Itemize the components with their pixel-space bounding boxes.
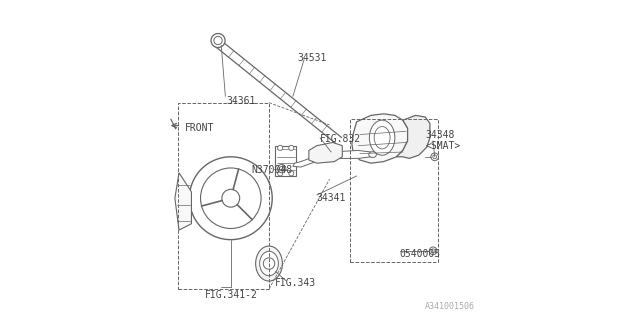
Text: FRONT: FRONT (185, 123, 214, 133)
Circle shape (214, 36, 222, 45)
Circle shape (278, 145, 283, 150)
Circle shape (289, 145, 294, 150)
Circle shape (189, 157, 272, 240)
Text: <SMAT>: <SMAT> (425, 141, 460, 151)
Polygon shape (214, 39, 342, 144)
Text: 34361: 34361 (226, 96, 255, 106)
Ellipse shape (369, 152, 376, 157)
Circle shape (222, 189, 240, 207)
Circle shape (278, 171, 283, 176)
Ellipse shape (369, 120, 395, 155)
Text: FIG.832: FIG.832 (320, 134, 361, 144)
Ellipse shape (260, 251, 278, 276)
Polygon shape (330, 150, 371, 158)
Text: 34348: 34348 (425, 130, 454, 140)
Polygon shape (309, 142, 342, 163)
Circle shape (431, 249, 435, 253)
Polygon shape (293, 157, 314, 167)
Text: A341001506: A341001506 (424, 302, 474, 311)
Text: FIG.341-2: FIG.341-2 (205, 291, 257, 300)
Polygon shape (396, 116, 430, 158)
Bar (275, 146, 296, 176)
Circle shape (278, 164, 286, 173)
Text: 34531: 34531 (298, 53, 327, 63)
Text: 34341: 34341 (317, 193, 346, 203)
Text: FIG.343: FIG.343 (275, 278, 316, 288)
Circle shape (200, 168, 261, 228)
Ellipse shape (255, 246, 282, 281)
Ellipse shape (374, 126, 390, 149)
Text: 0540005: 0540005 (399, 249, 441, 259)
Circle shape (289, 171, 294, 176)
Circle shape (280, 166, 284, 171)
Circle shape (211, 34, 225, 48)
Circle shape (263, 258, 275, 269)
Circle shape (431, 153, 438, 161)
Text: N370048: N370048 (252, 164, 292, 174)
Circle shape (433, 155, 436, 159)
Polygon shape (175, 173, 191, 230)
Circle shape (429, 247, 437, 255)
Polygon shape (352, 114, 408, 163)
